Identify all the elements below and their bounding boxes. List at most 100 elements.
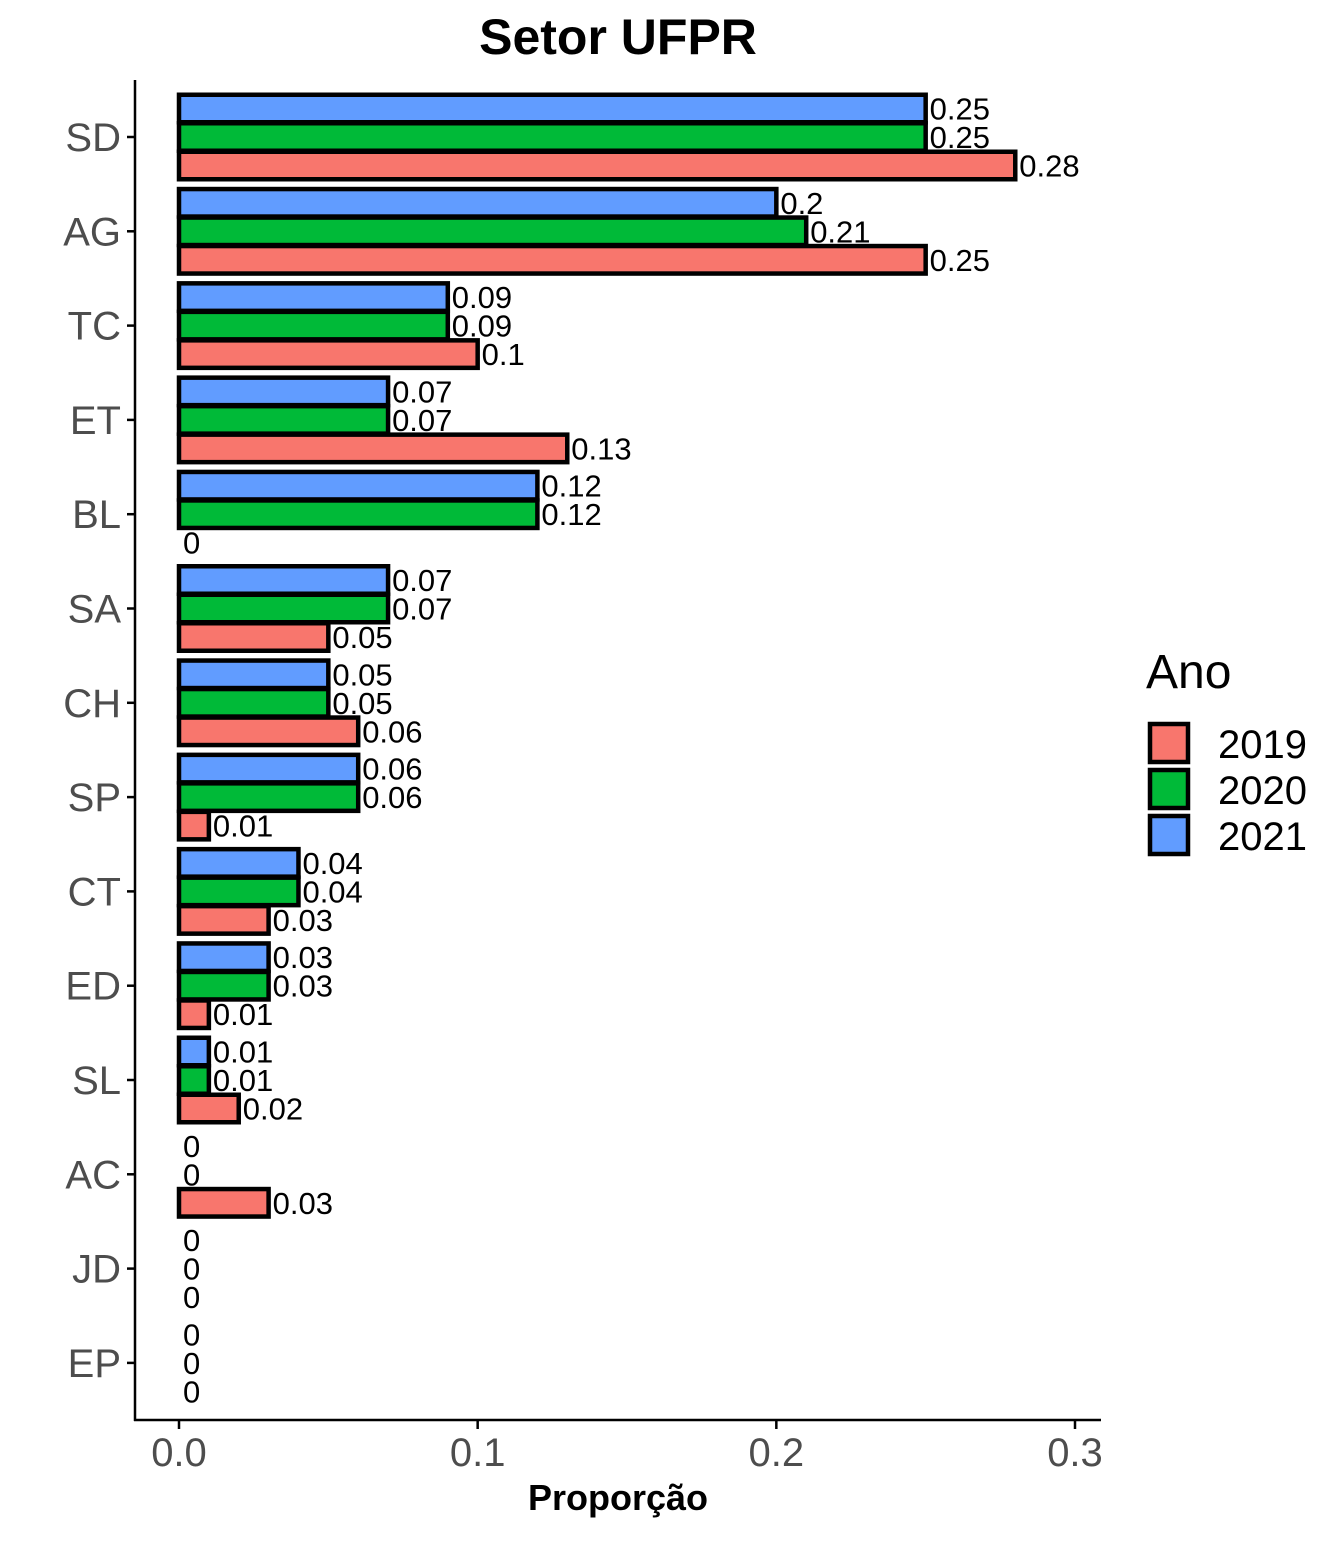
data-label-sl-2019: 0.02 bbox=[243, 1092, 303, 1127]
y-tick-label-ep: EP bbox=[68, 1342, 121, 1386]
y-tick-label-sd: SD bbox=[65, 116, 121, 160]
y-tick-label-tc: TC bbox=[68, 305, 121, 349]
legend-key-2020 bbox=[1147, 767, 1191, 811]
bar-sa-2020 bbox=[176, 592, 391, 625]
data-label-sd-2020: 0.25 bbox=[930, 120, 990, 155]
data-label-ct-2021: 0.04 bbox=[302, 846, 362, 881]
bar-sd-2021 bbox=[176, 92, 928, 125]
data-label-sp-2020: 0.06 bbox=[362, 780, 422, 815]
y-tick-label-et: ET bbox=[70, 399, 121, 443]
bar-sl-2019 bbox=[176, 1092, 241, 1125]
bar-ag-2020 bbox=[176, 215, 809, 248]
legend-label-2021: 2021 bbox=[1218, 815, 1307, 859]
chart-title: Setor UFPR bbox=[479, 9, 757, 65]
data-label-tc-2019: 0.1 bbox=[482, 337, 525, 372]
bar-tc-2021 bbox=[176, 281, 451, 314]
bar-sp-2021 bbox=[176, 752, 361, 785]
data-label-ct-2020: 0.04 bbox=[302, 874, 362, 909]
data-label-et-2020: 0.07 bbox=[392, 403, 452, 438]
data-label-ag-2021: 0.2 bbox=[780, 186, 823, 221]
data-label-ed-2020: 0.03 bbox=[273, 969, 333, 1004]
x-tick-label-3: 0.3 bbox=[1047, 1431, 1103, 1475]
bar-ch-2019 bbox=[176, 715, 361, 748]
x-tick-label-1: 0.1 bbox=[450, 1431, 506, 1475]
data-label-et-2021: 0.07 bbox=[392, 374, 452, 409]
data-label-ep-2020: 0 bbox=[183, 1346, 200, 1381]
bar-tc-2020 bbox=[176, 309, 451, 342]
y-tick-label-ed: ED bbox=[65, 965, 121, 1009]
data-label-ac-2020: 0 bbox=[183, 1157, 200, 1192]
data-label-jd-2021: 0 bbox=[183, 1223, 200, 1258]
data-label-ed-2019: 0.01 bbox=[213, 997, 273, 1032]
bar-ed-2021 bbox=[176, 941, 271, 974]
bar-sa-2019 bbox=[176, 621, 331, 653]
bar-ch-2021 bbox=[176, 658, 331, 691]
data-label-sd-2019: 0.28 bbox=[1019, 149, 1079, 184]
bar-et-2021 bbox=[176, 375, 391, 408]
data-label-bl-2021: 0.12 bbox=[541, 469, 601, 504]
bar-ed-2020 bbox=[176, 969, 271, 1002]
y-tick-label-ct: CT bbox=[68, 870, 121, 914]
data-label-tc-2020: 0.09 bbox=[452, 309, 512, 344]
data-label-sp-2021: 0.06 bbox=[362, 752, 422, 787]
bar-ct-2019 bbox=[176, 903, 271, 936]
y-tick-label-ch: CH bbox=[63, 682, 121, 726]
data-label-jd-2019: 0 bbox=[183, 1280, 200, 1315]
data-label-jd-2020: 0 bbox=[183, 1252, 200, 1287]
bar-ct-2020 bbox=[176, 875, 301, 908]
y-tick-label-sa: SA bbox=[68, 588, 122, 632]
data-label-sa-2020: 0.07 bbox=[392, 592, 452, 627]
bar-et-2019 bbox=[176, 432, 570, 465]
bar-ag-2021 bbox=[176, 186, 779, 219]
data-label-ch-2021: 0.05 bbox=[332, 657, 392, 692]
bar-sa-2021 bbox=[176, 564, 391, 596]
bar-sl-2020 bbox=[176, 1064, 212, 1096]
data-label-et-2019: 0.13 bbox=[571, 431, 631, 466]
data-label-tc-2021: 0.09 bbox=[452, 280, 512, 315]
x-axis-title: Proporção bbox=[528, 1477, 708, 1518]
legend-key-2021 bbox=[1147, 813, 1191, 857]
axes: SD AG TC ET BL SA CH SP CT ED SL AC JD EP 0.0 0.1 0.2 0.3 bbox=[63, 116, 1103, 1475]
bar-bl-2021 bbox=[176, 469, 540, 502]
legend-title: Ano bbox=[1146, 646, 1231, 699]
data-label-bl-2019: 0 bbox=[183, 526, 200, 561]
data-label-ch-2019: 0.06 bbox=[362, 714, 422, 749]
data-label-sd-2021: 0.25 bbox=[930, 92, 990, 127]
data-label-sl-2021: 0.01 bbox=[213, 1035, 273, 1070]
bar-tc-2019 bbox=[176, 338, 480, 371]
bar-ch-2020 bbox=[176, 686, 331, 719]
bar-sd-2019 bbox=[176, 149, 1018, 182]
data-label-sa-2021: 0.07 bbox=[392, 563, 452, 598]
bar-bl-2020 bbox=[176, 498, 540, 531]
data-label-sl-2020: 0.01 bbox=[213, 1063, 273, 1098]
bar-sd-2020 bbox=[176, 121, 928, 153]
data-label-ag-2020: 0.21 bbox=[810, 214, 870, 249]
bar-sp-2020 bbox=[176, 781, 361, 814]
data-label-ct-2019: 0.03 bbox=[273, 903, 333, 938]
data-label-ep-2019: 0 bbox=[183, 1374, 200, 1409]
data-label-bl-2020: 0.12 bbox=[541, 497, 601, 532]
data-label-ed-2021: 0.03 bbox=[273, 940, 333, 975]
y-tick-label-ag: AG bbox=[63, 210, 121, 254]
data-label-sp-2019: 0.01 bbox=[213, 809, 273, 844]
x-tick-label-2: 0.2 bbox=[749, 1431, 805, 1475]
data-label-ac-2019: 0.03 bbox=[273, 1186, 333, 1221]
data-label-ag-2019: 0.25 bbox=[930, 243, 990, 278]
legend-key-2019 bbox=[1147, 721, 1191, 765]
y-tick-label-sp: SP bbox=[68, 776, 121, 820]
data-label-ch-2020: 0.05 bbox=[332, 686, 392, 721]
bar-sp-2019 bbox=[176, 809, 212, 842]
legend-label-2020: 2020 bbox=[1218, 769, 1307, 813]
legend-label-2019: 2019 bbox=[1218, 723, 1307, 767]
data-label-ep-2021: 0 bbox=[183, 1317, 200, 1352]
bar-ag-2019 bbox=[176, 243, 928, 276]
y-tick-label-jd: JD bbox=[72, 1248, 121, 1292]
bar-ct-2021 bbox=[176, 846, 301, 879]
bar-ed-2019 bbox=[176, 998, 212, 1031]
data-label-ac-2021: 0 bbox=[183, 1129, 200, 1164]
y-tick-label-sl: SL bbox=[72, 1059, 121, 1103]
y-tick-label-ac: AC bbox=[65, 1153, 121, 1197]
